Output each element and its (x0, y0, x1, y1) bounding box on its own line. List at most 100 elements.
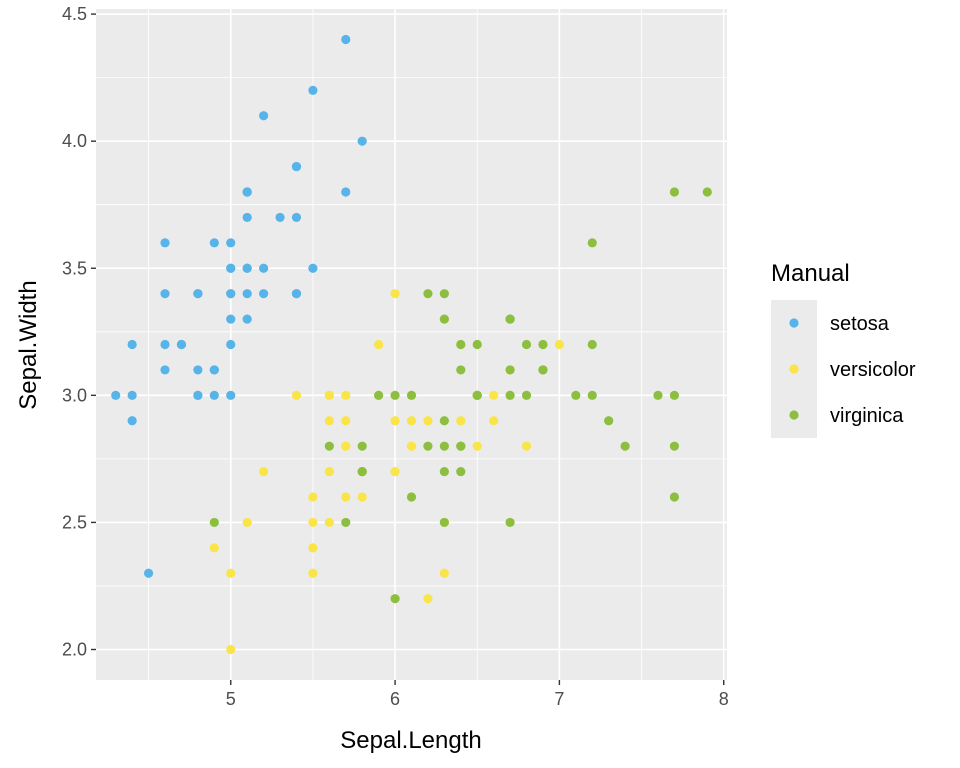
data-point-virginica (390, 594, 400, 604)
data-point-versicolor (357, 492, 367, 502)
data-point-virginica (604, 416, 614, 426)
legend-label-setosa: setosa (830, 313, 890, 335)
data-point-setosa (242, 263, 252, 273)
data-point-virginica (472, 339, 482, 350)
data-point-virginica (620, 441, 630, 451)
data-point-setosa (291, 289, 302, 299)
data-point-virginica (456, 339, 466, 350)
data-point-setosa (160, 289, 170, 299)
data-point-versicolor (324, 517, 334, 528)
data-point-versicolor (324, 416, 334, 426)
data-point-versicolor (226, 568, 236, 578)
data-point-virginica (341, 517, 351, 528)
data-point-virginica (669, 390, 680, 400)
data-point-setosa (209, 365, 219, 375)
data-point-versicolor (341, 492, 351, 502)
y-tick-label: 4.5 (62, 4, 87, 24)
y-tick-labels: 2.0 2.5 3.0 3.5 4.0 4.5 (62, 4, 87, 659)
data-point-setosa (226, 289, 236, 299)
data-point-versicolor (291, 390, 302, 400)
data-point-setosa (226, 238, 236, 248)
data-point-setosa (160, 365, 170, 375)
data-point-virginica (439, 441, 449, 451)
y-tick-label: 3.0 (62, 385, 87, 405)
data-point-virginica (357, 466, 367, 477)
x-tick-label: 7 (554, 689, 564, 709)
data-point-virginica (439, 289, 449, 299)
data-point-virginica (669, 492, 680, 502)
data-point-versicolor (242, 517, 252, 528)
data-point-setosa (226, 339, 236, 350)
data-point-setosa (193, 289, 203, 299)
data-point-setosa (259, 289, 269, 299)
data-point-virginica (669, 441, 680, 451)
data-point-virginica (406, 492, 417, 502)
data-point-versicolor (209, 543, 219, 553)
data-point-versicolor (406, 416, 417, 426)
data-point-virginica (423, 441, 433, 451)
data-point-versicolor (390, 416, 400, 426)
legend-title: Manual (771, 260, 850, 287)
data-point-setosa (259, 111, 269, 121)
data-point-virginica (439, 466, 449, 477)
data-point-versicolor (472, 441, 482, 451)
data-point-setosa (357, 136, 367, 146)
data-point-virginica (521, 390, 532, 400)
data-point-virginica (472, 390, 482, 400)
data-point-versicolor (374, 339, 384, 350)
data-point-setosa (127, 390, 137, 400)
data-point-setosa (209, 238, 219, 248)
data-point-virginica (587, 238, 597, 248)
data-point-setosa (160, 238, 170, 248)
axis-ticks (91, 13, 725, 685)
data-point-versicolor (489, 390, 499, 400)
data-point-versicolor (423, 416, 433, 426)
x-tick-labels: 5 6 7 8 (226, 689, 729, 709)
data-point-virginica (456, 441, 466, 451)
data-point-setosa (193, 365, 203, 375)
data-point-setosa (341, 187, 351, 197)
legend-key-versicolor (789, 364, 799, 374)
data-point-versicolor (489, 416, 499, 426)
data-point-setosa (111, 390, 121, 400)
y-tick-label: 2.0 (62, 640, 87, 660)
legend-key-virginica (789, 410, 799, 420)
data-point-virginica (669, 187, 680, 197)
data-point-versicolor (406, 441, 417, 451)
data-point-virginica (456, 466, 466, 477)
data-point-versicolor (341, 441, 351, 451)
data-point-setosa (127, 339, 137, 350)
data-point-virginica (423, 289, 433, 299)
data-point-setosa (308, 263, 318, 273)
data-point-virginica (505, 390, 515, 400)
legend-label-virginica: virginica (830, 405, 904, 427)
data-point-setosa (226, 263, 236, 273)
data-point-virginica (505, 517, 515, 528)
data-point-versicolor (456, 416, 466, 426)
data-point-versicolor (226, 644, 236, 655)
data-point-versicolor (308, 517, 318, 528)
y-tick-label: 2.5 (62, 512, 87, 532)
data-point-setosa (209, 390, 219, 400)
legend-key-setosa (789, 318, 799, 328)
data-point-virginica (209, 517, 219, 528)
x-tick-label: 8 (719, 689, 729, 709)
data-point-virginica (439, 517, 449, 528)
data-point-virginica (505, 314, 515, 324)
data-point-setosa (242, 212, 252, 223)
x-tick-label: 6 (390, 689, 400, 709)
data-points (111, 34, 712, 655)
data-point-versicolor (423, 594, 433, 604)
legend: Manual setosa versicolor virginica (771, 260, 916, 438)
data-point-versicolor (439, 568, 449, 578)
data-point-virginica (702, 187, 712, 197)
data-point-virginica (521, 339, 532, 350)
data-point-virginica (538, 365, 548, 375)
data-point-setosa (127, 416, 137, 426)
data-point-setosa (242, 314, 252, 324)
data-point-virginica (587, 390, 597, 400)
y-axis-title: Sepal.Width (15, 280, 42, 409)
data-point-setosa (291, 161, 302, 172)
data-point-setosa (226, 314, 236, 324)
data-point-virginica (653, 390, 663, 400)
